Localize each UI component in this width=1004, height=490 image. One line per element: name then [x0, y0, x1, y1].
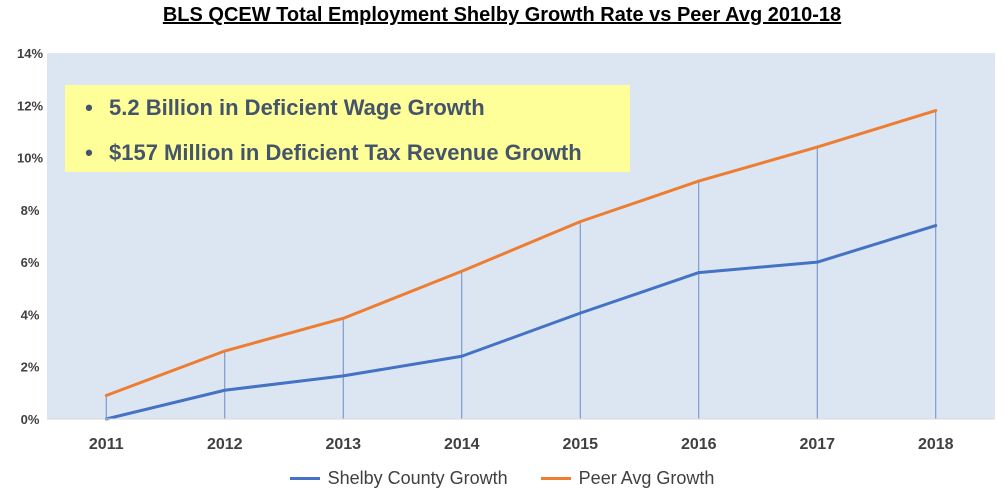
annotation-box: • 5.2 Billion in Deficient Wage Growth • $…	[65, 85, 630, 172]
y-tick-label: 6%	[21, 255, 40, 270]
x-tick-label: 2011	[89, 436, 124, 453]
x-tick-label: 2018	[918, 436, 954, 453]
y-tick-label: 12%	[17, 98, 43, 113]
bullet-icon: •	[85, 95, 93, 120]
y-tick-label: 14%	[17, 46, 43, 61]
legend-label-peer: Peer Avg Growth	[578, 468, 715, 488]
bullet-icon: •	[85, 140, 93, 165]
x-tick-label: 2015	[562, 436, 598, 453]
series-line-shelby	[104, 224, 938, 421]
legend-swatch-peer	[540, 477, 571, 480]
annotation-line-2: • $157 Million in Deficient Tax Revenue G…	[73, 136, 630, 181]
x-tick-label: 2017	[799, 436, 835, 453]
x-tick-label: 2014	[444, 436, 480, 453]
y-tick-label: 0%	[21, 412, 40, 427]
annotation-text-2: $157 Million in Deficient Tax Revenue Gr…	[109, 140, 582, 165]
x-tick-label: 2012	[207, 436, 243, 453]
legend-label-shelby: Shelby County Growth	[327, 468, 508, 488]
legend-item-shelby: Shelby County Growth	[289, 468, 508, 489]
y-tick-label: 2%	[21, 360, 40, 375]
x-tick-label: 2013	[325, 436, 361, 453]
x-tick-label: 2016	[681, 436, 717, 453]
legend-item-peer: Peer Avg Growth	[540, 468, 715, 489]
y-tick-label: 4%	[21, 307, 40, 322]
legend-swatch-shelby	[289, 477, 320, 480]
annotation-line-1: • 5.2 Billion in Deficient Wage Growth	[73, 91, 630, 136]
annotation-text-1: 5.2 Billion in Deficient Wage Growth	[109, 95, 485, 120]
chart-legend: Shelby County Growth Peer Avg Growth	[0, 464, 1004, 489]
chart-title: BLS QCEW Total Employment Shelby Growth …	[162, 4, 842, 26]
series-line-peer	[104, 109, 938, 397]
y-tick-label: 8%	[21, 203, 40, 218]
y-tick-label: 10%	[17, 151, 43, 166]
